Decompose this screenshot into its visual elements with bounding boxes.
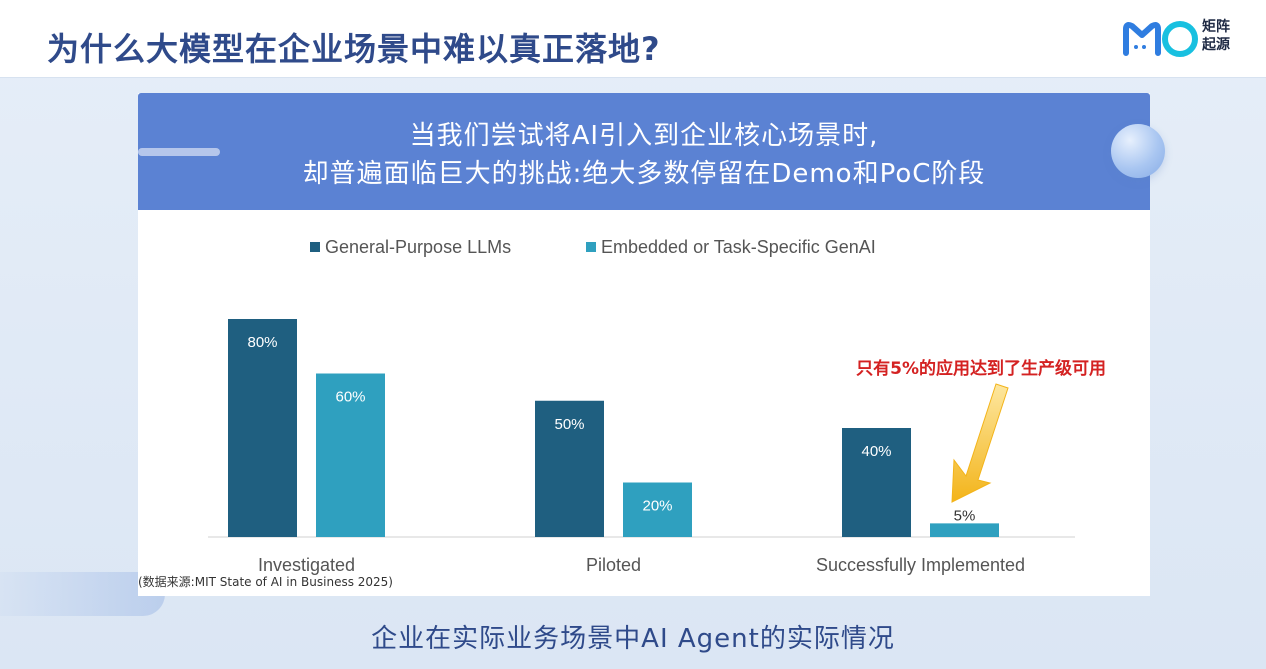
banner-line-2: 却普遍面临巨大的挑战:绝大多数停留在Demo和PoC阶段 [302,159,986,189]
headline-banner: 当我们尝试将AI引入到企业核心场景时, 却普遍面临巨大的挑战:绝大多数停留在De… [138,93,1150,210]
data-label: 20% [642,498,672,515]
banner-line-1: 当我们尝试将AI引入到企业核心场景时, [409,121,879,151]
chart-card: 当我们尝试将AI引入到企业核心场景时, 却普遍面临巨大的挑战:绝大多数停留在De… [138,93,1150,596]
bars-group: 80% 60% 50% 20% 40% 5% [228,319,999,537]
banner-stripe [138,148,220,156]
data-label: 40% [861,443,891,460]
legend-label: General-Purpose LLMs [325,237,511,257]
header-bar: 为什么大模型在企业场景中难以真正落地? 矩阵 起源 [0,0,1266,78]
source-note: (数据来源:MIT State of AI in Business 2025) [138,575,393,589]
decorative-circle [1111,124,1165,178]
legend-swatch [310,242,320,252]
arrow-icon [951,383,1009,503]
decorative-bar [0,572,165,616]
legend-label: Embedded or Task-Specific GenAI [601,237,876,257]
bar-chart: General-Purpose LLMs Embedded or Task-Spe… [208,237,1106,575]
brand-name: 矩阵 起源 [1202,18,1242,54]
brand-name-line1: 矩阵 [1202,19,1230,35]
data-label: 50% [554,416,584,433]
x-tick-label: Piloted [586,555,641,575]
x-tick-label: Successfully Implemented [816,555,1025,575]
annotation-text: 只有5%的应用达到了生产级可用 [856,358,1106,379]
legend-swatch [586,242,596,252]
bar-embedded-1 [623,482,692,537]
brand-logo-icon [1123,21,1198,57]
bar-general-0 [228,319,297,537]
x-tick-label: Investigated [258,555,355,575]
x-tick-labels: Investigated Piloted Successfully Implemen… [258,555,1025,575]
brand-name-line2: 起源 [1202,37,1230,53]
page-title: 为什么大模型在企业场景中难以真正落地? [47,30,661,68]
bar-embedded-2 [930,523,999,537]
chart-legend: General-Purpose LLMs Embedded or Task-Spe… [310,237,876,257]
bar-embedded-0 [316,373,385,537]
data-label: 5% [954,507,976,524]
bar-general-1 [535,400,604,537]
data-label: 80% [247,334,277,351]
data-label: 60% [335,389,365,406]
slide-caption: 企业在实际业务场景中AI Agent的实际情况 [371,624,895,654]
bar-general-2 [842,428,911,537]
